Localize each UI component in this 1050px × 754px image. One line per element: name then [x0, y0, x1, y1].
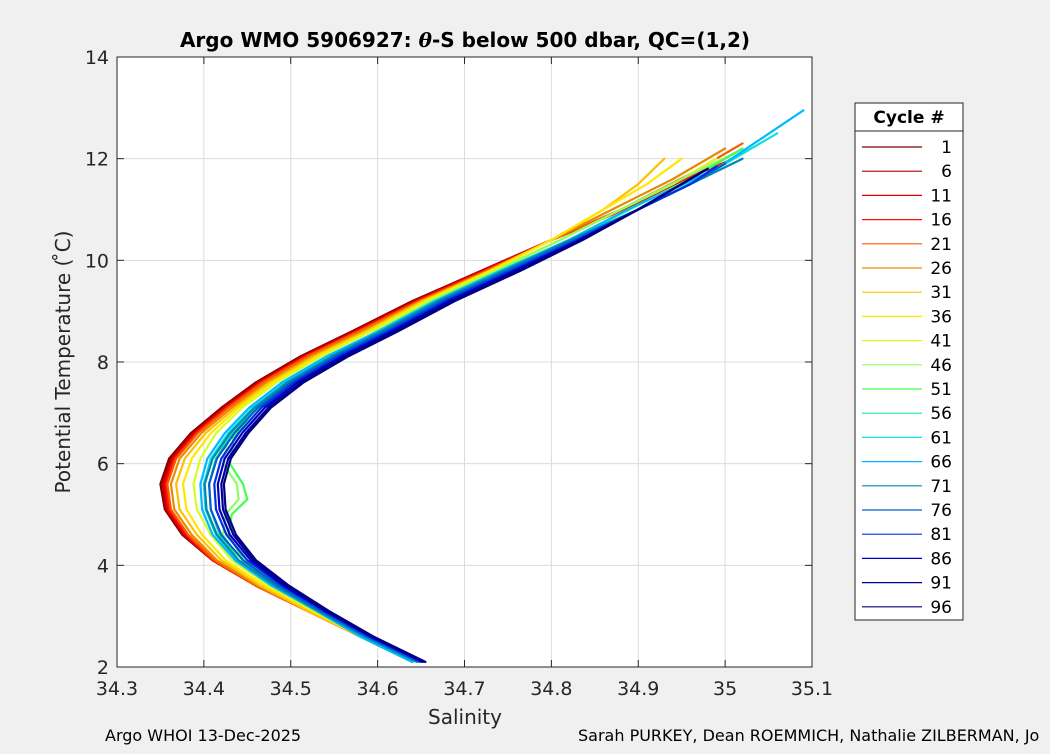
x-tick-label: 34.4: [183, 678, 225, 700]
legend-label: 46: [930, 356, 952, 376]
series-line-cycle-36: [181, 157, 683, 664]
legend-label: 1: [941, 138, 952, 158]
x-tick-label: 34.7: [443, 678, 485, 700]
footer-left: Argo WHOI 13-Dec-2025: [105, 726, 301, 745]
legend-label: 26: [930, 259, 952, 279]
legend-title: Cycle #: [873, 108, 944, 128]
footer-right: Sarah PURKEY, Dean ROEMMICH, Nathalie ZI…: [578, 726, 1039, 745]
legend-label: 96: [930, 598, 952, 618]
x-tick-label: 34.8: [530, 678, 572, 700]
x-axis-label: Salinity: [428, 705, 502, 729]
legend-label: 76: [930, 501, 952, 521]
legend-label: 51: [930, 380, 952, 400]
legend: Cycle # 16111621263136414651566166717681…: [854, 102, 964, 621]
y-axis-label: Potential Temperature ( ̊C): [51, 231, 75, 494]
legend-label: 56: [930, 404, 952, 424]
chart-title-theta: θ: [419, 28, 433, 52]
series-line-cycle-76: [208, 162, 727, 664]
x-tick-label: 34.6: [356, 678, 398, 700]
series-group: [159, 109, 805, 664]
legend-label: 16: [930, 211, 952, 231]
series-line-cycle-96: [222, 167, 709, 664]
chart-title-prefix: Argo WMO 5906927:: [180, 28, 419, 52]
x-tick-label: 35.1: [791, 678, 833, 700]
legend-label: 86: [930, 549, 952, 569]
legend-label: 66: [930, 453, 952, 473]
axis-ticks: 34.3 34.4 34.5 34.6 34.7 34.8 34.9 35 35.1 2 4 6 8 10…: [85, 47, 833, 700]
legend-label: 71: [930, 477, 952, 497]
y-tick-label: 8: [97, 352, 109, 374]
legend-label: 41: [930, 332, 952, 352]
y-tick-label: 12: [85, 149, 109, 171]
y-tick-label: 2: [97, 657, 109, 679]
chart-title-suffix: -S below 500 dbar, QC=(1,2): [432, 28, 750, 52]
x-tick-label: 34.9: [617, 678, 659, 700]
legend-label: 6: [941, 162, 952, 182]
legend-label: 31: [930, 283, 952, 303]
x-tick-label: 35: [713, 678, 737, 700]
y-tick-label: 10: [85, 250, 109, 272]
y-tick-label: 14: [85, 47, 109, 69]
legend-label: 21: [930, 235, 952, 255]
legend-label: 91: [930, 574, 952, 594]
y-tick-label: 6: [97, 454, 109, 476]
legend-label: 36: [930, 307, 952, 327]
y-tick-label: 4: [97, 555, 109, 577]
legend-label: 61: [930, 428, 952, 448]
legend-label: 81: [930, 525, 952, 545]
series-line-cycle-71: [203, 157, 744, 664]
legend-label: 11: [930, 186, 952, 206]
x-tick-label: 34.3: [96, 678, 138, 700]
chart-title: Argo WMO 5906927: θ-S below 500 dbar, QC…: [180, 28, 750, 52]
x-tick-label: 34.5: [270, 678, 312, 700]
